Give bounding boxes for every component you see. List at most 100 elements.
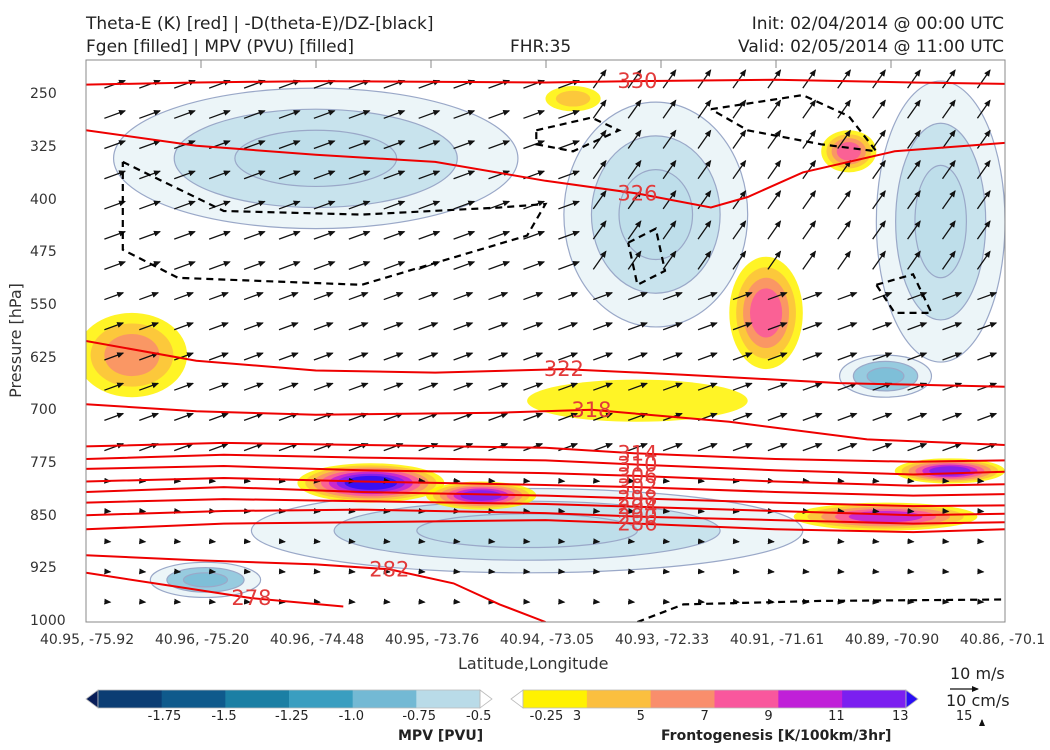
wind-vector — [383, 110, 406, 119]
wind-vector — [558, 508, 566, 514]
wind-vector — [802, 538, 810, 545]
theta-e-label: 318 — [571, 398, 611, 422]
wind-vector — [383, 200, 406, 210]
colorbar-segment — [586, 690, 652, 708]
wind-vector — [523, 508, 531, 514]
wind-vector — [662, 538, 671, 545]
wind-vector — [453, 352, 474, 361]
wind-vector — [697, 129, 712, 149]
wind-vector — [488, 110, 511, 119]
wind-vector — [278, 538, 286, 545]
wind-vector — [243, 477, 252, 484]
wind-vector — [558, 412, 579, 421]
init-time-label: Init: 02/04/2014 @ 00:00 UTC — [751, 14, 1004, 34]
wind-vector — [139, 598, 147, 605]
colorbar-tick-label: 5 — [636, 709, 645, 724]
wind-vector — [977, 477, 985, 484]
wind-vector — [243, 538, 252, 545]
wind-vector — [104, 538, 112, 545]
wind-vector — [208, 291, 229, 301]
wind-vector — [383, 230, 406, 240]
frontogenesis-region — [104, 333, 160, 377]
wind-vector — [837, 291, 858, 301]
wind-vector — [802, 69, 817, 89]
wind-vector — [732, 442, 753, 452]
wind-vector — [174, 352, 194, 361]
wind-vector — [627, 99, 642, 119]
wind-vector — [593, 291, 614, 301]
wind-vector — [488, 477, 496, 484]
wind-vector — [558, 140, 580, 150]
theta-e-label: 282 — [369, 557, 409, 581]
wind-vector — [977, 291, 998, 301]
wind-vector — [976, 190, 991, 210]
chart-title-line1: Theta-E (K) [red] | -D(theta-E)/DZ-[blac… — [86, 14, 434, 34]
wind-vector — [313, 200, 336, 210]
wind-vector — [941, 129, 956, 149]
wind-vector — [453, 598, 461, 605]
wind-vector — [941, 220, 956, 240]
x-tick-label: 40.96, -74.48 — [270, 632, 365, 648]
ddz-contour — [535, 116, 622, 153]
wind-vector — [278, 200, 301, 210]
wind-vector — [837, 442, 858, 452]
wind-vector — [872, 477, 880, 484]
wind-vector — [453, 140, 476, 150]
wind-vector — [278, 477, 286, 484]
wind-vector — [139, 508, 147, 514]
wind-vector — [907, 220, 921, 240]
wind-vector — [907, 322, 928, 331]
wind-vector — [907, 412, 928, 421]
wind-vector — [174, 110, 196, 119]
wind-vector — [627, 382, 648, 391]
wind-vector — [243, 200, 266, 210]
wind-vector — [732, 568, 740, 575]
wind-vector — [523, 322, 544, 331]
wind-vector — [313, 598, 321, 605]
wind-vector — [278, 230, 301, 240]
wind-vector — [313, 322, 334, 331]
wind-vector — [139, 412, 160, 421]
theta-e-contour — [86, 486, 1005, 508]
colorbar-tick-label: 11 — [828, 709, 845, 724]
wind-vector — [488, 200, 511, 210]
theta-e-contour — [86, 508, 1005, 525]
wind-vector — [837, 508, 845, 514]
wind-vector — [872, 508, 880, 514]
theta-e-contour — [86, 464, 1005, 487]
wind-vector — [208, 442, 229, 452]
colorbar-tick-label: -0.25 — [529, 709, 564, 724]
x-tick-label: 40.96, -75.20 — [155, 632, 250, 648]
wind-vector — [872, 291, 893, 301]
wind-vector — [592, 220, 607, 240]
theta-e-contour — [86, 453, 1005, 476]
wind-vector — [523, 230, 546, 240]
wind-vector — [278, 322, 299, 331]
wind-vector — [837, 159, 851, 180]
wind-vector — [488, 261, 511, 270]
wind-vector — [453, 477, 461, 484]
wind-vector — [488, 140, 511, 150]
y-axis-title: Pressure [hPa] — [5, 283, 25, 398]
wind-vector — [941, 159, 956, 180]
ddz-contour — [637, 598, 1005, 622]
wind-vector — [418, 598, 426, 605]
wind-vector — [104, 568, 112, 575]
wind-vector — [732, 250, 747, 270]
wind-vector — [104, 200, 126, 210]
wind-vector — [139, 110, 161, 119]
wind-vector — [313, 170, 336, 180]
wind-vector — [208, 538, 217, 545]
wind-vector — [767, 291, 788, 301]
wind-vector — [104, 230, 126, 240]
wind-vector — [104, 261, 126, 270]
wind-vector — [627, 291, 648, 301]
theta-e-contour — [86, 476, 1005, 497]
chart-title-line2: Fgen [filled] | MPV (PVU) [filled] — [86, 37, 355, 57]
wind-vector — [872, 190, 886, 210]
wind-vector — [558, 568, 566, 575]
theta-e-contour — [86, 519, 1005, 534]
wind-vector — [907, 250, 921, 270]
wind-vector — [662, 69, 677, 89]
wind-vector — [243, 352, 264, 361]
